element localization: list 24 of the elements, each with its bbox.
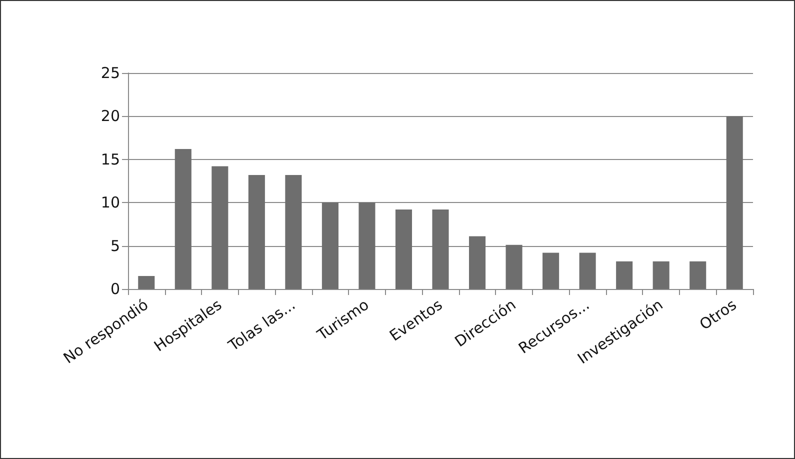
bar [395, 210, 412, 289]
bar [542, 252, 560, 289]
bar [248, 174, 265, 289]
bar [138, 276, 155, 289]
bar [690, 261, 706, 289]
y-tick-label: 0 [110, 280, 120, 298]
bar [322, 202, 338, 289]
x-tick-label: Tolas las... [224, 296, 299, 356]
y-tick-label: 5 [110, 236, 120, 255]
y-tick-label: 20 [100, 107, 120, 126]
bar [652, 261, 670, 289]
bar [174, 149, 192, 289]
y-tick-label: 25 [100, 64, 120, 82]
bar [468, 236, 486, 289]
bar [726, 116, 743, 289]
bar [616, 261, 633, 289]
bar [432, 210, 449, 289]
bar [579, 252, 596, 289]
bar [285, 174, 302, 289]
bar [358, 202, 376, 289]
bar [506, 244, 522, 289]
y-tick-label: 15 [100, 150, 120, 168]
y-tick-label: 10 [100, 194, 120, 212]
bar [212, 166, 228, 289]
